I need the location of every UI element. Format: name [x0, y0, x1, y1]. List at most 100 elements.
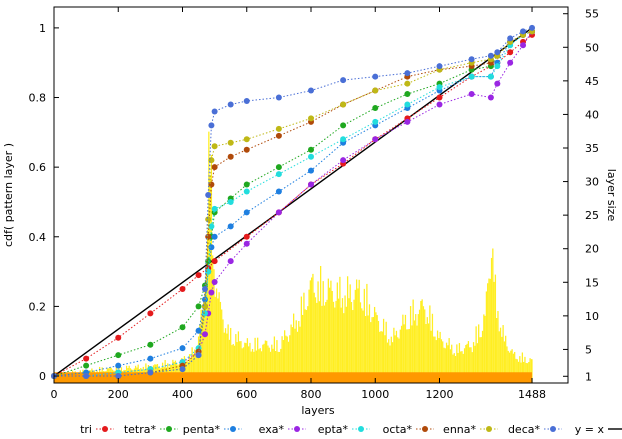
- layer-size-bar: [413, 320, 416, 383]
- layer-size-bar: [223, 332, 225, 383]
- data-point-penta: [243, 209, 250, 216]
- layer-size-bar: [326, 299, 328, 383]
- data-point-tetra: [179, 324, 186, 331]
- data-point-penta: [211, 233, 218, 240]
- layer-size-bar: [416, 325, 418, 383]
- x-tick-label: 600: [236, 388, 257, 401]
- layer-size-bar: [483, 314, 485, 383]
- layer-size-bar: [444, 348, 446, 383]
- layer-size-bar: [377, 320, 380, 383]
- layer-size-bar: [511, 349, 513, 383]
- legend-label: deca*: [508, 423, 541, 436]
- data-point-deca: [494, 49, 501, 56]
- layer-size-bar: [512, 353, 515, 383]
- layer-size-bar: [409, 306, 412, 383]
- data-point-exa: [404, 118, 411, 125]
- data-point-tri: [507, 49, 514, 56]
- y2-tick-label: 45: [585, 75, 599, 88]
- legend-item-tetra: tetra*: [124, 423, 178, 436]
- layer-size-bar: [436, 330, 439, 383]
- data-point-tetra: [243, 181, 250, 188]
- data-point-epta: [340, 136, 347, 143]
- legend-item-enna: enna*: [443, 423, 498, 436]
- layer-size-bar: [421, 299, 423, 383]
- data-point-tetra: [308, 146, 314, 153]
- layer-size-bar: [390, 336, 392, 383]
- x-tick-label: 200: [108, 388, 129, 401]
- data-point-tri: [179, 286, 186, 292]
- layer-size-bar: [418, 309, 421, 383]
- layer-size-bar: [330, 280, 332, 383]
- legend-label: epta*: [318, 423, 349, 436]
- data-point-epta: [404, 101, 411, 108]
- layer-size-bar: [397, 337, 399, 383]
- data-point-deca: [404, 70, 411, 77]
- legend-marker: [486, 426, 492, 432]
- data-point-epta: [468, 73, 475, 80]
- data-point-deca: [308, 87, 314, 94]
- data-point-enna: [340, 101, 347, 108]
- layer-size-bar: [515, 358, 517, 383]
- legend-marker: [550, 426, 556, 432]
- layer-size-bar: [197, 336, 200, 383]
- y-axis-ticks: 0 0.2 0.4 0.6 0.8 1: [29, 22, 59, 383]
- layer-size-bar: [299, 326, 301, 383]
- layer-size-bar: [345, 306, 347, 383]
- layer-size-bar: [336, 282, 338, 383]
- data-point-exa: [372, 136, 379, 143]
- layer-size-bar: [479, 337, 481, 383]
- layer-size-bar: [337, 298, 340, 383]
- layer-size-bar: [291, 327, 294, 383]
- layer-size-bar: [424, 309, 426, 383]
- data-point-exa: [340, 157, 347, 164]
- x-tick-label: 1488: [518, 388, 546, 401]
- layer-size-bar: [367, 315, 369, 383]
- layer-size-bar: [394, 335, 396, 383]
- y-axis-title: cdf( pattern layer ): [2, 143, 15, 247]
- layer-size-bar: [350, 302, 353, 383]
- layer-size-bar: [309, 280, 311, 383]
- data-point-deca: [275, 94, 282, 101]
- layer-size-bar: [466, 343, 468, 383]
- data-point-epta: [494, 63, 501, 70]
- layer-size-bar: [263, 343, 265, 383]
- layer-size-bar: [210, 154, 213, 383]
- layer-size-bar: [290, 324, 292, 383]
- layer-size-bar: [442, 341, 444, 383]
- layer-size-bar: [496, 318, 498, 383]
- layer-size-bar: [465, 345, 467, 383]
- data-point-tetra: [340, 122, 347, 129]
- layer-size-bar: [343, 313, 345, 383]
- data-point-tri: [115, 334, 122, 341]
- series-deca: [51, 24, 536, 380]
- data-point-penta: [308, 167, 314, 174]
- series-line-penta: [53, 30, 533, 377]
- layer-size-bar: [255, 350, 258, 383]
- layer-size-bar: [305, 310, 308, 383]
- layer-size-bar: [388, 339, 390, 383]
- layer-size-bar: [407, 329, 409, 383]
- layer-size-bar: [361, 308, 363, 383]
- layer-size-bar: [480, 337, 482, 383]
- layer-size-bar: [348, 298, 350, 383]
- legend-item-identity: y = x: [575, 423, 622, 436]
- layer-size-bar: [221, 309, 223, 383]
- layer-size-bar: [282, 340, 285, 383]
- layer-size-bar: [476, 343, 479, 383]
- data-point-tetra: [275, 164, 282, 171]
- layer-size-bar: [276, 340, 278, 383]
- layer-size-bar: [268, 347, 270, 383]
- data-point-penta: [115, 362, 122, 369]
- layer-size-bar: [254, 337, 256, 383]
- layer-size-bar: [191, 347, 193, 383]
- layer-size-bar: [449, 349, 452, 383]
- layer-size-bar: [385, 321, 387, 383]
- data-point-deca: [436, 63, 443, 70]
- layer-size-bar: [228, 339, 231, 383]
- layer-size-bar: [386, 342, 389, 383]
- layer-size-bar: [245, 343, 247, 383]
- layer-size-bar: [352, 310, 354, 383]
- layer-size-bar: [294, 328, 296, 383]
- layer-size-bar: [219, 301, 222, 383]
